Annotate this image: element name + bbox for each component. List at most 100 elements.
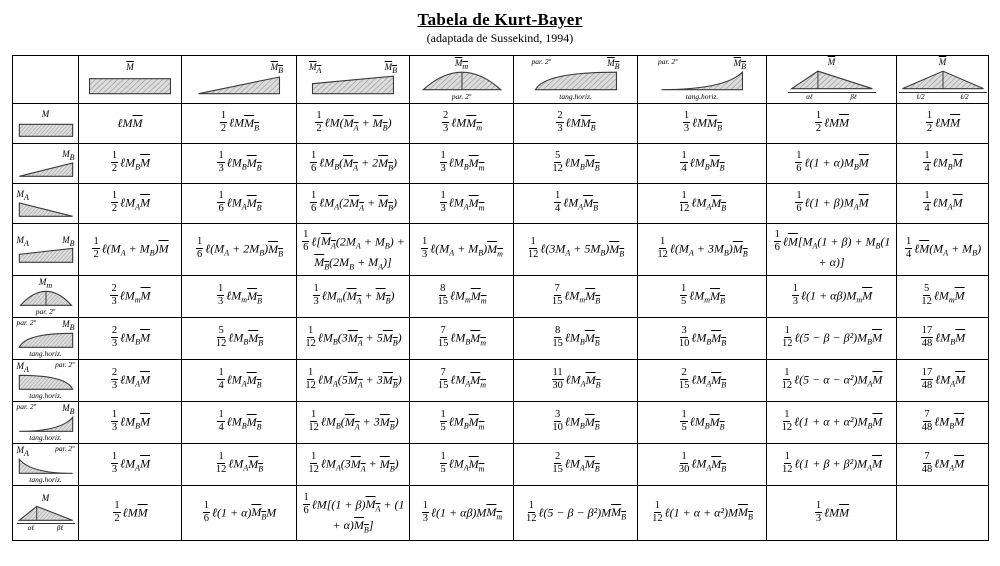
- formula-cell: 3 10 ℓMBMB: [637, 317, 767, 361]
- column-header-3: MA MB: [296, 54, 410, 105]
- tri-right-diagram-icon: [17, 159, 75, 179]
- formula-cell: 1 6 ℓ(1 + β)MAM: [766, 183, 897, 225]
- formula-cell: 1 3 ℓMBM: [78, 401, 182, 445]
- diagram-label: MB: [62, 148, 75, 162]
- diagram-label: MB: [62, 234, 75, 248]
- row-header-1: MB: [12, 143, 79, 185]
- formula-cell: 1 4 ℓMAMB: [181, 359, 297, 403]
- tri-mid-diagram-icon: [899, 67, 987, 92]
- formula-cell: 1 3 ℓ(1 + αβ)MMm: [409, 485, 514, 542]
- diagram-note: par. 2º: [55, 360, 75, 370]
- tri-left-diagram: MA: [15, 189, 76, 219]
- par-concave-fall-diagram-icon: [17, 456, 75, 476]
- formula-cell: 1 6 ℓMB(MA + 2MB): [296, 143, 410, 185]
- rect-diagram-icon: [17, 119, 75, 139]
- tri-apex-diagram-icon: [17, 503, 75, 523]
- diagram-dimensions: αℓ βℓ: [16, 523, 75, 533]
- row-header-5: par. 2º MB tang.horiz.: [12, 317, 79, 361]
- table-row: par. 2º MB tang.horiz. 2 3 ℓMBM 5 12 ℓMBMB 1 12 ℓMB…: [12, 317, 989, 361]
- formula-cell: 17 48 ℓMAM: [896, 359, 989, 403]
- column-header-2: MB: [181, 54, 297, 105]
- header-row: M MB MA MB Mm par. 2º par. 2º MB tang.horiz. par.…: [12, 54, 989, 105]
- formula-cell: 1 12 ℓ(1 + β + β²)MAM: [766, 443, 897, 487]
- formula-cell: 1 6 ℓ[MA(2MA + MB) + MB(2MB + MA)]: [296, 223, 410, 277]
- diagram-label: M: [938, 57, 947, 67]
- diagram-note: tang.horiz.: [685, 92, 719, 102]
- diagram-note: par. 2º: [531, 56, 551, 66]
- formula-cell: 2 3 ℓMmM: [78, 275, 182, 319]
- formula-cell: 7 48 ℓMBM: [896, 401, 989, 445]
- column-header-5: par. 2º MB tang.horiz.: [513, 54, 638, 105]
- diagram-label: M: [41, 493, 50, 504]
- par-concave-rise-diagram-icon: [658, 68, 746, 93]
- diagram-label: MB: [733, 57, 746, 71]
- formula-cell: 1 3 ℓ(1 + αβ)MmM: [766, 275, 897, 319]
- dome-diagram: Mm par. 2º: [15, 277, 76, 316]
- formula-cell: 5 12 ℓMBMB: [181, 317, 297, 361]
- formula-cell: 1 6 ℓ(MA + 2MB)MB: [181, 223, 297, 277]
- formula-cell: 3 10 ℓMBMB: [513, 401, 638, 445]
- diagram-label: MA: [16, 445, 29, 459]
- column-header-6: par. 2º MB tang.horiz.: [637, 54, 767, 105]
- rect-diagram: M: [81, 62, 179, 97]
- formula-cell: 1 4 ℓMAMB: [513, 183, 638, 225]
- diagram-label: MA: [16, 361, 29, 375]
- formula-cell: 7 15 ℓMAMm: [409, 359, 514, 403]
- table-row: MB 1 2 ℓMBM 1 3 ℓMBMB 1 6 ℓMB(MA + 2MB) 1 3 ℓMBMm 5 12…: [12, 143, 989, 185]
- formula-cell: 1 3 ℓMM: [766, 485, 897, 542]
- formula-cell: 1 12 ℓ(5 − β − β²)MMB: [513, 485, 638, 542]
- formula-cell: 1 12 ℓMA(3MA + MB): [296, 443, 410, 487]
- diagram-note: tang.horiz.: [29, 390, 62, 400]
- diagram-label: Mm: [38, 277, 53, 291]
- formula-cell: 1 3 ℓMBMB: [181, 143, 297, 185]
- formula-cell: 1 4 ℓM(MA + MB): [896, 223, 989, 277]
- formula-cell: 1 6 ℓMA(2MA + MB): [296, 183, 410, 225]
- formula-cell: 1 2 ℓ(MA + MB)M: [78, 223, 182, 277]
- formula-cell: 1 6 ℓ(1 + α)MBM: [766, 143, 897, 185]
- formula-cell: 1 2 ℓMAM: [78, 183, 182, 225]
- formula-cell: 1 5 ℓMmMB: [637, 275, 767, 319]
- tri-right-diagram-icon: [195, 72, 283, 97]
- row-header-7: par. 2º MB tang.horiz.: [12, 401, 79, 445]
- par-concave-rise-diagram: par. 2º MB tang.horiz.: [15, 403, 76, 442]
- table-row: MA par. 2º tang.horiz. 2 3 ℓMAM 1 4 ℓMAMB 1 12 ℓMA(…: [12, 359, 989, 403]
- row-header-3: MA MB: [12, 223, 79, 277]
- formula-cell: 1 6 ℓM[(1 + β)MA + (1 + α)MB]: [296, 485, 410, 542]
- formula-cell: 1 3 ℓ(MA + MB)Mm: [409, 223, 514, 277]
- table-row: MA 1 2 ℓMAM 1 6 ℓMAMB 1 6 ℓMA(2MA + MB) 1 3 ℓMAMm 1 4 ℓ…: [12, 183, 989, 225]
- formula-cell: 1 12 ℓ(3MA + 5MB)MB: [513, 223, 638, 277]
- formula-cell: 1 12 ℓ(1 + α + α²)MMB: [637, 485, 767, 542]
- formula-cell: 2 3 ℓMAM: [78, 359, 182, 403]
- trap-diagram: MA MB: [299, 62, 407, 97]
- diagram-note: tang.horiz.: [29, 348, 62, 358]
- formula-cell: 1 4 ℓMAM: [896, 183, 989, 225]
- dome-diagram: Mm par. 2º: [412, 58, 511, 102]
- formula-cell: 1 2 ℓMM: [78, 485, 182, 542]
- row-header-6: MA par. 2º tang.horiz.: [12, 359, 79, 403]
- formula-cell: 2 15 ℓMAMB: [513, 443, 638, 487]
- formula-cell: 8 15 ℓMmMm: [409, 275, 514, 319]
- rect-diagram-icon: [86, 72, 174, 97]
- formula-cell: 1 3 ℓMmMB: [181, 275, 297, 319]
- diagram-note: par. 2º: [55, 444, 75, 454]
- diagram-note: par. 2º: [658, 56, 678, 66]
- table-row: MA par. 2º tang.horiz. 1 3 ℓMAM 1 12 ℓMAMB 1 12 ℓMA…: [12, 443, 989, 487]
- trap-diagram-icon: [309, 72, 397, 97]
- diagram-note: par. 2º: [35, 306, 56, 316]
- table-row: MA MB 1 2 ℓ(MA + MB)M 1 6 ℓ(MA + 2MB)MB 1 6 ℓ[MA(2…: [12, 223, 989, 277]
- formula-cell: 5 12 ℓMmM: [896, 275, 989, 319]
- formula-cell: 1 30 ℓMAMB: [637, 443, 767, 487]
- formula-cell: 1 4 ℓMBMB: [637, 143, 767, 185]
- diagram-label: M: [126, 62, 134, 73]
- row-header-8: MA par. 2º tang.horiz.: [12, 443, 79, 487]
- dome-diagram-icon: [418, 68, 506, 93]
- diagram-label: MA: [16, 234, 29, 248]
- formula-cell: 1 12 ℓ(5 − α − α²)MAM: [766, 359, 897, 403]
- formula-cell: 1 3 ℓMAM: [78, 443, 182, 487]
- tri-right-diagram: MB: [15, 149, 76, 179]
- row-header-4: Mm par. 2º: [12, 275, 79, 319]
